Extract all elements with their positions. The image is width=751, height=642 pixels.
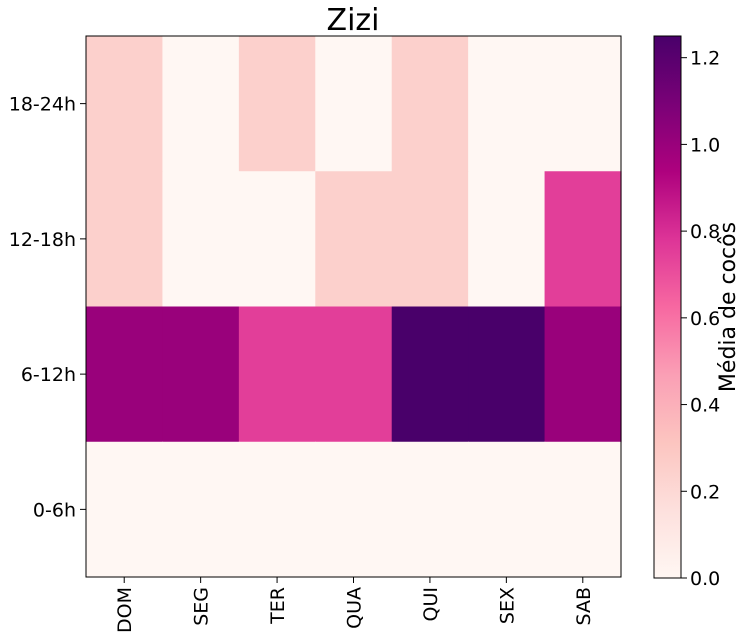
heatmap-cells	[86, 36, 622, 578]
x-tick-label: QUA	[344, 587, 366, 629]
heatmap-cell-0-6h-SAB	[544, 441, 622, 578]
heatmap-cell-18-24h-DOM	[86, 36, 164, 172]
heatmap-cell-12-18h-QUI	[391, 171, 469, 308]
heatmap-cell-18-24h-SEX	[468, 36, 546, 172]
heatmap-cell-6-12h-QUA	[315, 306, 393, 443]
heatmap-cell-12-18h-SAB	[544, 171, 622, 308]
x-axis: DOM SEG TER QUA QUI SEX SAB	[114, 577, 595, 633]
heatmap-cell-12-18h-SEX	[468, 171, 546, 308]
x-tick-label: SEG	[191, 587, 213, 626]
heatmap-cell-6-12h-DOM	[86, 306, 164, 443]
heatmap-cell-0-6h-QUA	[315, 441, 393, 578]
heatmap-cell-6-12h-SEX	[468, 306, 546, 443]
colorbar-tick-label: 0.6	[690, 308, 720, 330]
y-axis: 18-24h 12-18h 6-12h 0-6h	[9, 94, 86, 521]
heatmap-cell-0-6h-QUI	[391, 441, 469, 578]
x-tick-label: QUI	[420, 587, 442, 621]
heatmap-cell-0-6h-DOM	[86, 441, 164, 578]
colorbar-tick-label: 0.0	[690, 568, 720, 590]
heatmap-cell-6-12h-SEG	[162, 306, 240, 443]
y-tick-label: 12-18h	[9, 229, 76, 251]
heatmap-cell-0-6h-SEX	[468, 441, 546, 578]
chart-title: Zizi	[327, 3, 380, 38]
x-tick-label: SEX	[496, 587, 518, 624]
colorbar	[653, 35, 682, 579]
y-tick-label: 0-6h	[33, 499, 76, 521]
colorbar-tick-label: 0.8	[690, 221, 720, 243]
heatmap-cell-18-24h-SEG	[162, 36, 240, 172]
x-tick-label: TER	[267, 587, 289, 625]
heatmap-cell-0-6h-TER	[238, 441, 316, 578]
heatmap-cell-6-12h-SAB	[544, 306, 622, 443]
heatmap-cell-6-12h-QUI	[391, 306, 469, 443]
heatmap-cell-6-12h-TER	[238, 306, 316, 443]
heatmap-cell-12-18h-SEG	[162, 171, 240, 308]
x-tick-label: SAB	[573, 587, 595, 625]
x-tick-label: DOM	[114, 587, 136, 633]
colorbar-tick-label: 1.2	[690, 48, 720, 70]
heatmap-cell-12-18h-TER	[238, 171, 316, 308]
heatmap-cell-0-6h-SEG	[162, 441, 240, 578]
colorbar-ticks: 0.0 0.2 0.4 0.6 0.8 1.0 1.2	[681, 48, 720, 590]
heatmap-cell-18-24h-SAB	[544, 36, 622, 172]
y-tick-label: 6-12h	[21, 364, 76, 386]
y-tick-label: 18-24h	[9, 94, 76, 116]
heatmap-cell-18-24h-QUI	[391, 36, 469, 172]
colorbar-tick-label: 1.0	[690, 134, 720, 156]
heatmap-cell-12-18h-DOM	[86, 171, 164, 308]
colorbar-label: Média de cocôs	[716, 222, 741, 392]
heatmap-cell-18-24h-QUA	[315, 36, 393, 172]
heatmap-cell-18-24h-TER	[238, 36, 316, 172]
heatmap-cell-12-18h-QUA	[315, 171, 393, 308]
colorbar-tick-label: 0.4	[690, 395, 720, 417]
colorbar-tick-label: 0.2	[690, 481, 720, 503]
